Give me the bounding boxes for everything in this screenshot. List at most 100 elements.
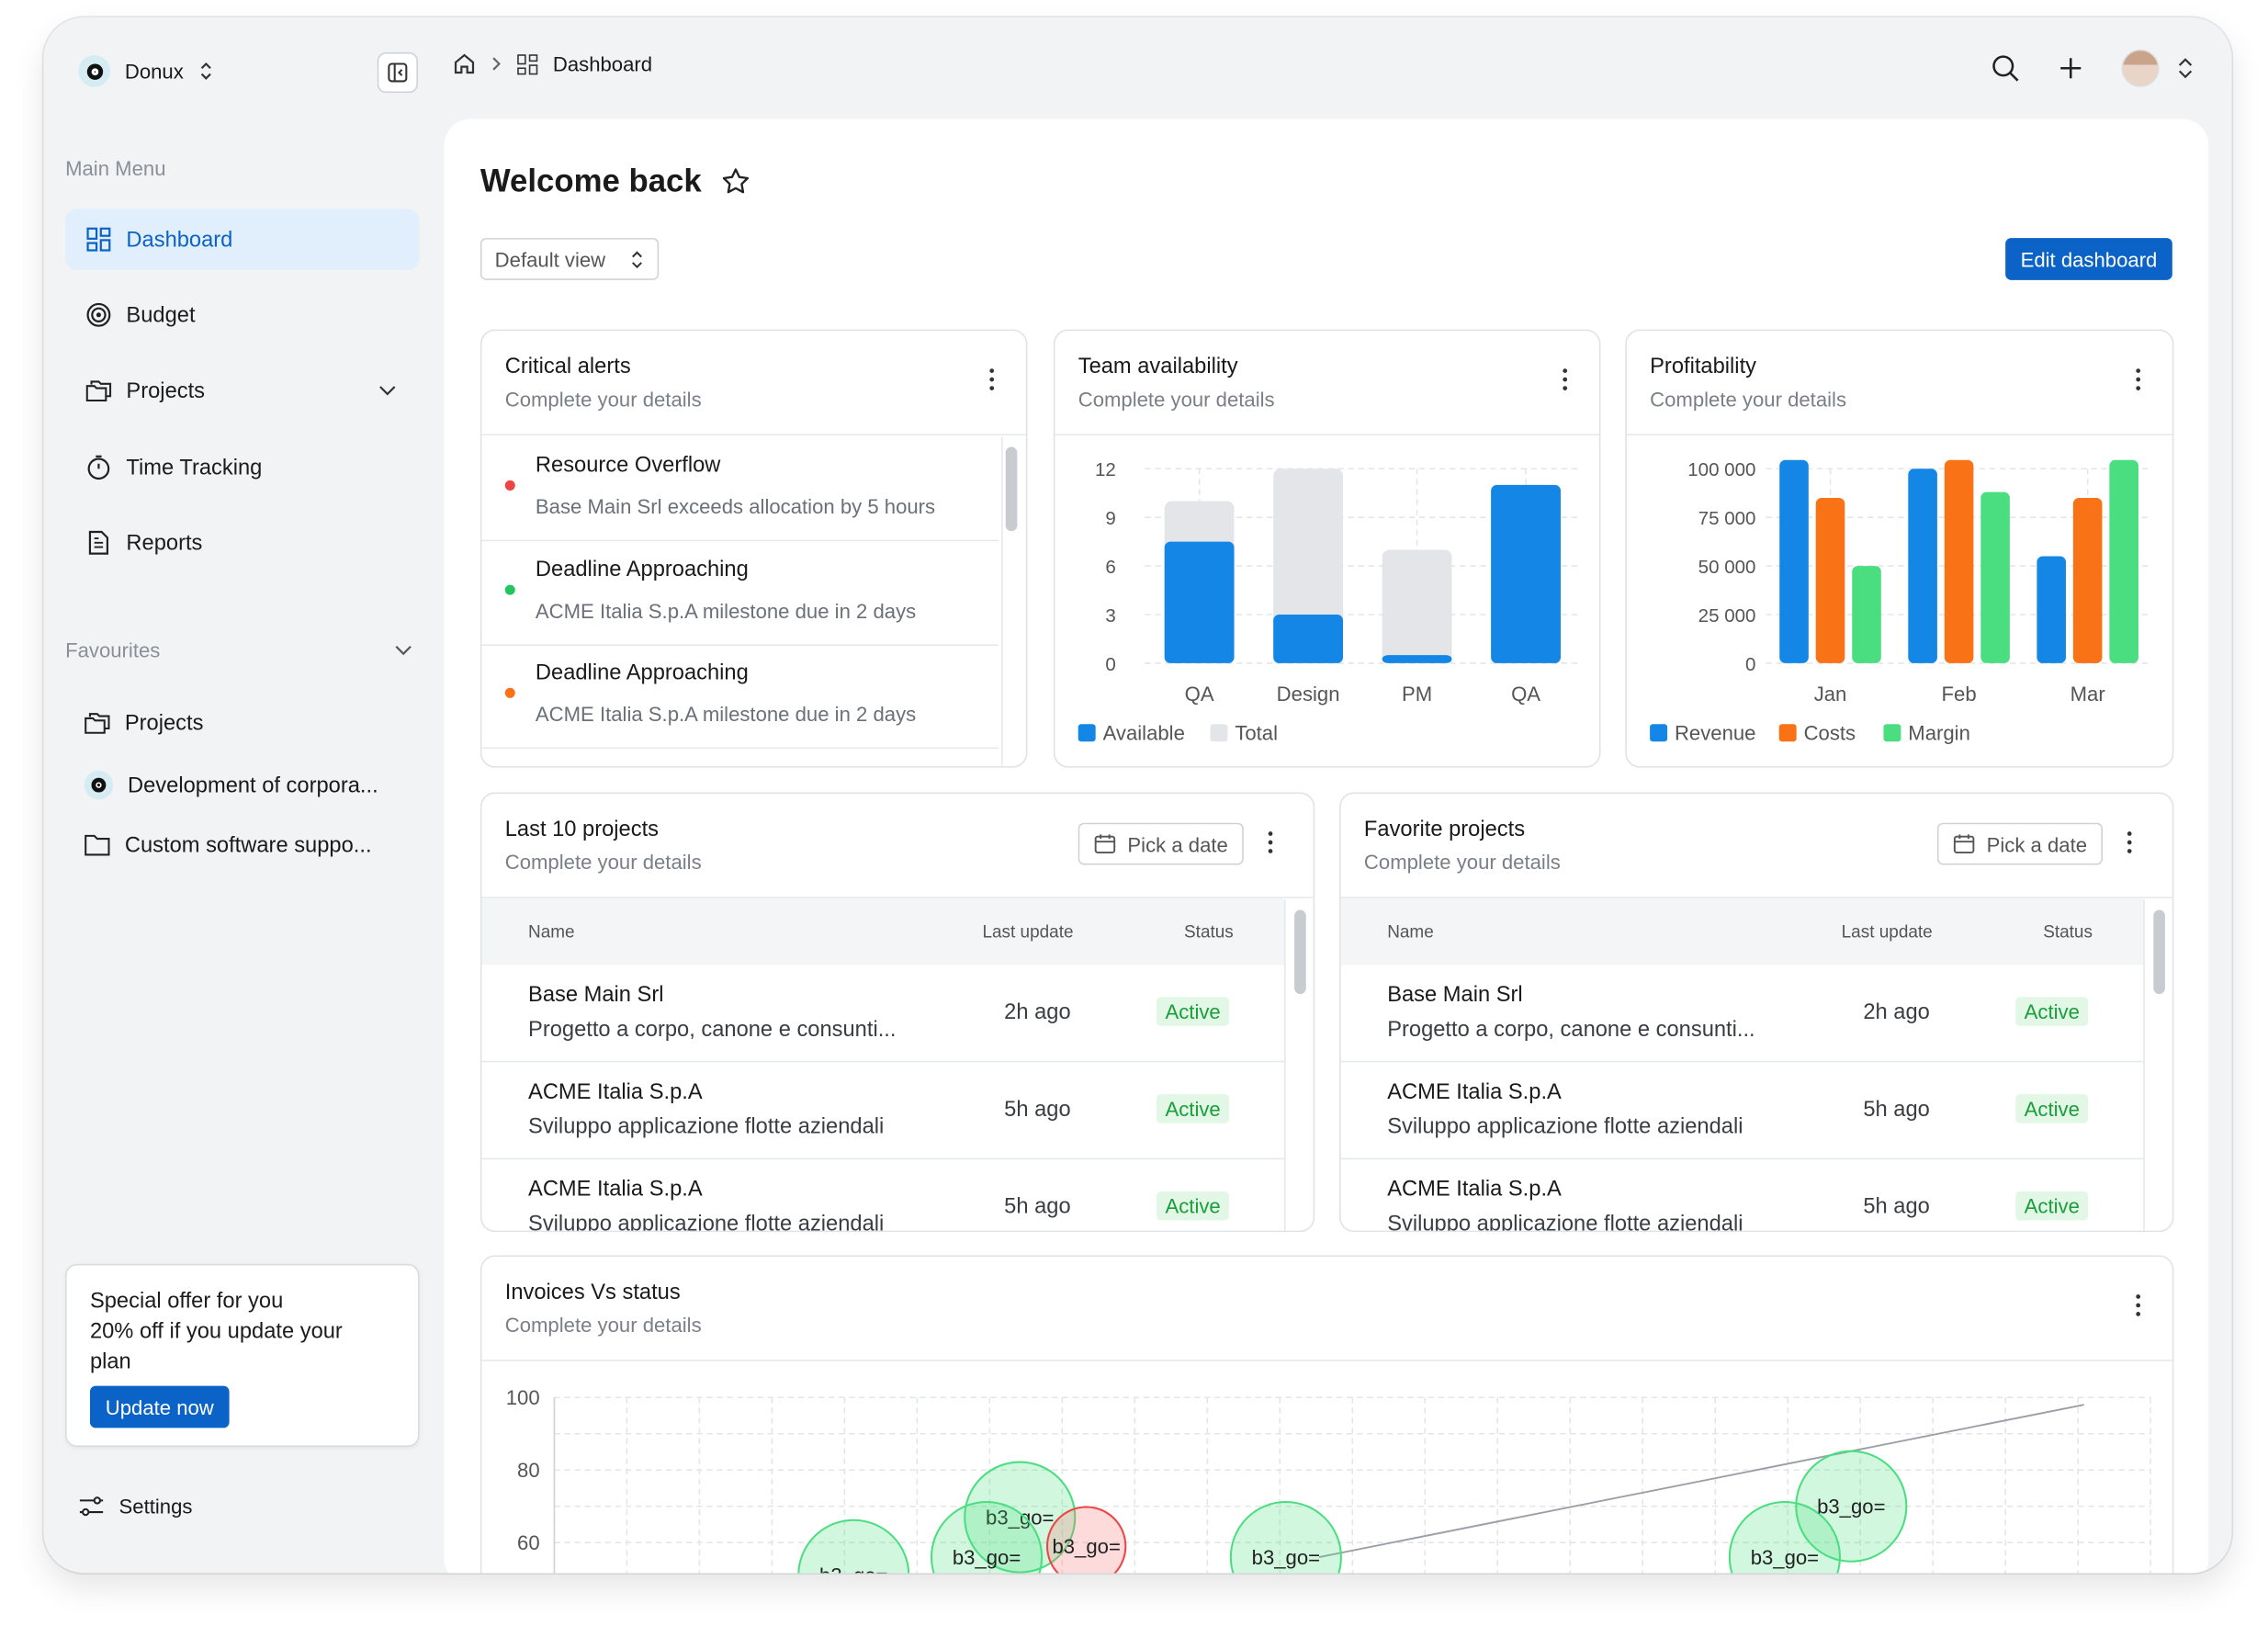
last-update: 5h ago: [1863, 1097, 1930, 1123]
pick-date-button[interactable]: Pick a date: [1078, 822, 1244, 865]
scrollbar[interactable]: [2153, 909, 2165, 995]
project-name: ACME Italia S.p.A: [1387, 1079, 1562, 1105]
x-tick-label: Design: [1277, 683, 1340, 706]
y-tick-label: 25 000: [1698, 605, 1756, 627]
column-last-update[interactable]: Last update: [982, 921, 1074, 943]
sidebar-item-label: Projects: [126, 378, 206, 403]
favourite-item-custom-software[interactable]: Custom software suppo...: [85, 831, 372, 857]
update-now-button[interactable]: Update now: [89, 1385, 230, 1428]
sidebar-item-time-tracking[interactable]: Time Tracking: [65, 436, 419, 497]
folders-icon: [85, 380, 112, 402]
plus-icon[interactable]: [2058, 55, 2083, 81]
alert-item[interactable]: Deadline Approaching ACME Italia S.p.A m…: [481, 541, 999, 646]
scrollbar[interactable]: [1294, 909, 1306, 995]
more-options-icon[interactable]: [2136, 368, 2141, 390]
card-subtitle: Complete your details: [1363, 850, 1561, 874]
column-status[interactable]: Status: [1184, 921, 1234, 943]
edit-dashboard-button[interactable]: Edit dashboard: [2005, 238, 2172, 280]
card-subtitle: Complete your details: [1650, 387, 1847, 412]
bar-available: [1491, 484, 1561, 663]
more-options-icon[interactable]: [1268, 831, 1273, 853]
card-title: Team availability: [1078, 354, 1238, 379]
y-tick-label: 0: [1105, 654, 1115, 675]
table-row[interactable]: ACME Italia S.p.A Sviluppo applicazione …: [481, 1159, 1284, 1231]
alert-item[interactable]: Resource Overflow Base Main Srl exceeds …: [481, 436, 999, 542]
legend-label: Revenue: [1675, 722, 1756, 745]
sidebar-item-reports[interactable]: Reports: [65, 513, 419, 573]
pick-date-button[interactable]: Pick a date: [1936, 822, 2103, 865]
chevron-updown-icon: [201, 62, 212, 80]
card-header: Invoices Vs status Complete your details: [481, 1257, 2172, 1361]
favourite-item-development[interactable]: Development of corpora...: [84, 770, 378, 800]
settings-link[interactable]: Settings: [78, 1495, 192, 1518]
y-tick-label: 50 000: [1698, 557, 1756, 578]
sidebar-item-budget[interactable]: Budget: [65, 285, 419, 345]
folder-icon: [85, 834, 110, 856]
dashboard-icon: [86, 227, 111, 252]
pick-date-label: Pick a date: [1127, 831, 1228, 856]
bar-available: [1273, 615, 1344, 663]
legend-label: Costs: [1804, 722, 1856, 745]
workspace-switcher[interactable]: Donux: [78, 55, 215, 87]
bar-costs: [2072, 497, 2103, 663]
profitability-chart: 0 25 000 50 000 75 000 100 000 Jan Feb Mar Reven…: [1650, 459, 2152, 745]
data-point: [797, 1518, 910, 1574]
main-content: Welcome back Default view Edit dashboard…: [444, 119, 2209, 1574]
user-menu[interactable]: [2121, 49, 2195, 87]
alert-desc: ACME Italia S.p.A milestone due in 2 day…: [535, 599, 917, 623]
bar-margin: [2109, 459, 2138, 663]
breadcrumb-current[interactable]: Dashboard: [552, 51, 653, 76]
card-title: Invoices Vs status: [504, 1280, 681, 1305]
scroll-track: [1284, 899, 1286, 1231]
alert-item[interactable]: Deadline Approaching ACME Italia S.p.A m…: [481, 644, 999, 750]
last-update: 5h ago: [1004, 1097, 1071, 1123]
more-options-icon[interactable]: [2136, 1294, 2141, 1316]
favourite-item-projects[interactable]: Projects: [85, 709, 204, 735]
favourites-toggle-chevron-icon[interactable]: [395, 644, 412, 656]
status-dot: [504, 480, 515, 491]
sidebar-item-dashboard[interactable]: Dashboard: [65, 209, 420, 270]
card-subtitle: Complete your details: [504, 850, 702, 874]
data-label: b3_go=: [1751, 1546, 1819, 1569]
chevron-down-icon: [379, 386, 396, 396]
home-icon[interactable]: [453, 52, 476, 75]
status-badge: Active: [1157, 1094, 1230, 1123]
more-options-icon[interactable]: [1563, 368, 1568, 390]
legend-swatch: [1883, 724, 1901, 742]
project-name: Base Main Srl: [528, 982, 664, 1008]
search-icon[interactable]: [1991, 53, 2020, 83]
table-row[interactable]: Base Main Srl Progetto a corpo, canone e…: [481, 965, 1285, 1063]
bar-costs: [1815, 497, 1845, 663]
table-row[interactable]: ACME Italia S.p.A Sviluppo applicazione …: [1341, 1159, 2144, 1231]
alert-desc: Base Main Srl exceeds allocation by 5 ho…: [535, 494, 936, 518]
bar-margin: [1980, 491, 2010, 663]
collapse-sidebar-button[interactable]: [377, 51, 418, 94]
y-tick-label: 75 000: [1698, 508, 1756, 529]
column-name[interactable]: Name: [528, 921, 575, 943]
x-tick-label: Mar: [2071, 683, 2105, 706]
table-row[interactable]: ACME Italia S.p.A Sviluppo applicazione …: [1340, 1062, 2144, 1160]
column-status[interactable]: Status: [2043, 921, 2093, 943]
profitability-card: Profitability Complete your details 0 25 …: [1625, 329, 2174, 768]
alert-desc: ACME Italia S.p.A milestone due in 2 day…: [535, 702, 917, 726]
target-icon: [86, 302, 111, 327]
page-title: Welcome back: [480, 162, 702, 199]
more-options-icon[interactable]: [989, 368, 995, 390]
y-tick-label: 3: [1105, 605, 1115, 627]
card-header: Critical alerts Complete your details: [481, 331, 1026, 435]
status-dot: [504, 687, 515, 698]
view-select[interactable]: Default view: [480, 238, 660, 280]
calendar-icon: [1094, 834, 1116, 854]
star-icon[interactable]: [722, 167, 751, 197]
sidebar-item-projects[interactable]: Projects: [65, 360, 419, 421]
scrollbar[interactable]: [1005, 446, 1018, 532]
table-row[interactable]: Base Main Srl Progetto a corpo, canone e…: [1340, 965, 2144, 1063]
scroll-track: [2143, 899, 2145, 1231]
data-label: b3_go=: [1252, 1546, 1320, 1569]
table-row[interactable]: ACME Italia S.p.A Sviluppo applicazione …: [481, 1062, 1285, 1160]
main-menu-title: Main Menu: [65, 156, 166, 180]
column-name[interactable]: Name: [1387, 921, 1434, 943]
team-availability-card: Team availability Complete your details …: [1053, 329, 1601, 768]
more-options-icon[interactable]: [2127, 831, 2132, 853]
column-last-update[interactable]: Last update: [1841, 921, 1933, 943]
